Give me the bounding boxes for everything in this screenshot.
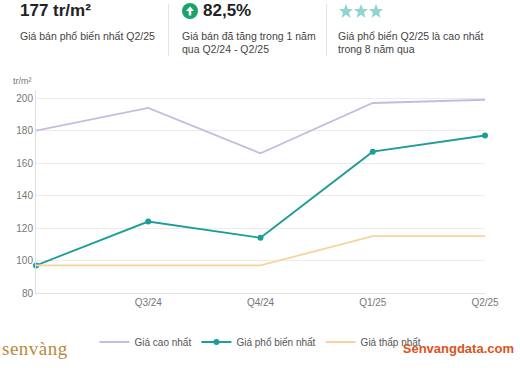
svg-text:Q1/25: Q1/25 <box>359 297 387 308</box>
html-text:Senvangdata.com: Senvangdata.com <box>402 341 514 356</box>
svg-text:Giá cao nhất: Giá cao nhất <box>135 337 192 348</box>
svg-text:Q3/24: Q3/24 <box>135 297 163 308</box>
svg-text:180: 180 <box>16 125 33 136</box>
html-text:82,5%: 82,5% <box>203 1 252 20</box>
html-text:Giá bán phổ biến nhất Q2/25: Giá bán phổ biến nhất Q2/25 <box>20 30 155 42</box>
svg-text:Q4/24: Q4/24 <box>247 297 275 308</box>
svg-text:140: 140 <box>16 190 33 201</box>
html-text:Giá phổ biến Q2/25 là cao nhất: Giá phổ biến Q2/25 là cao nhất trong 8 n… <box>338 30 484 55</box>
svg-text:160: 160 <box>16 158 33 169</box>
html-text:177 tr/m²: 177 tr/m² <box>20 1 91 20</box>
svg-text:80: 80 <box>22 288 34 299</box>
svg-text:Giá phổ biến nhất: Giá phổ biến nhất <box>236 337 315 348</box>
svg-text:120: 120 <box>16 223 33 234</box>
svg-text:tr/m²: tr/m² <box>13 76 32 86</box>
svg-text:100: 100 <box>16 255 33 266</box>
html-text:senvàng: senvàng <box>2 338 68 359</box>
svg-text:Q2/25: Q2/25 <box>471 297 499 308</box>
svg-text:200: 200 <box>16 93 33 104</box>
html-text:Giá bán đã tăng trong 1 năm qu: Giá bán đã tăng trong 1 năm qua Q2/24 - … <box>182 30 316 55</box>
svg-text:Giá thấp nhất: Giá thấp nhất <box>360 336 421 348</box>
